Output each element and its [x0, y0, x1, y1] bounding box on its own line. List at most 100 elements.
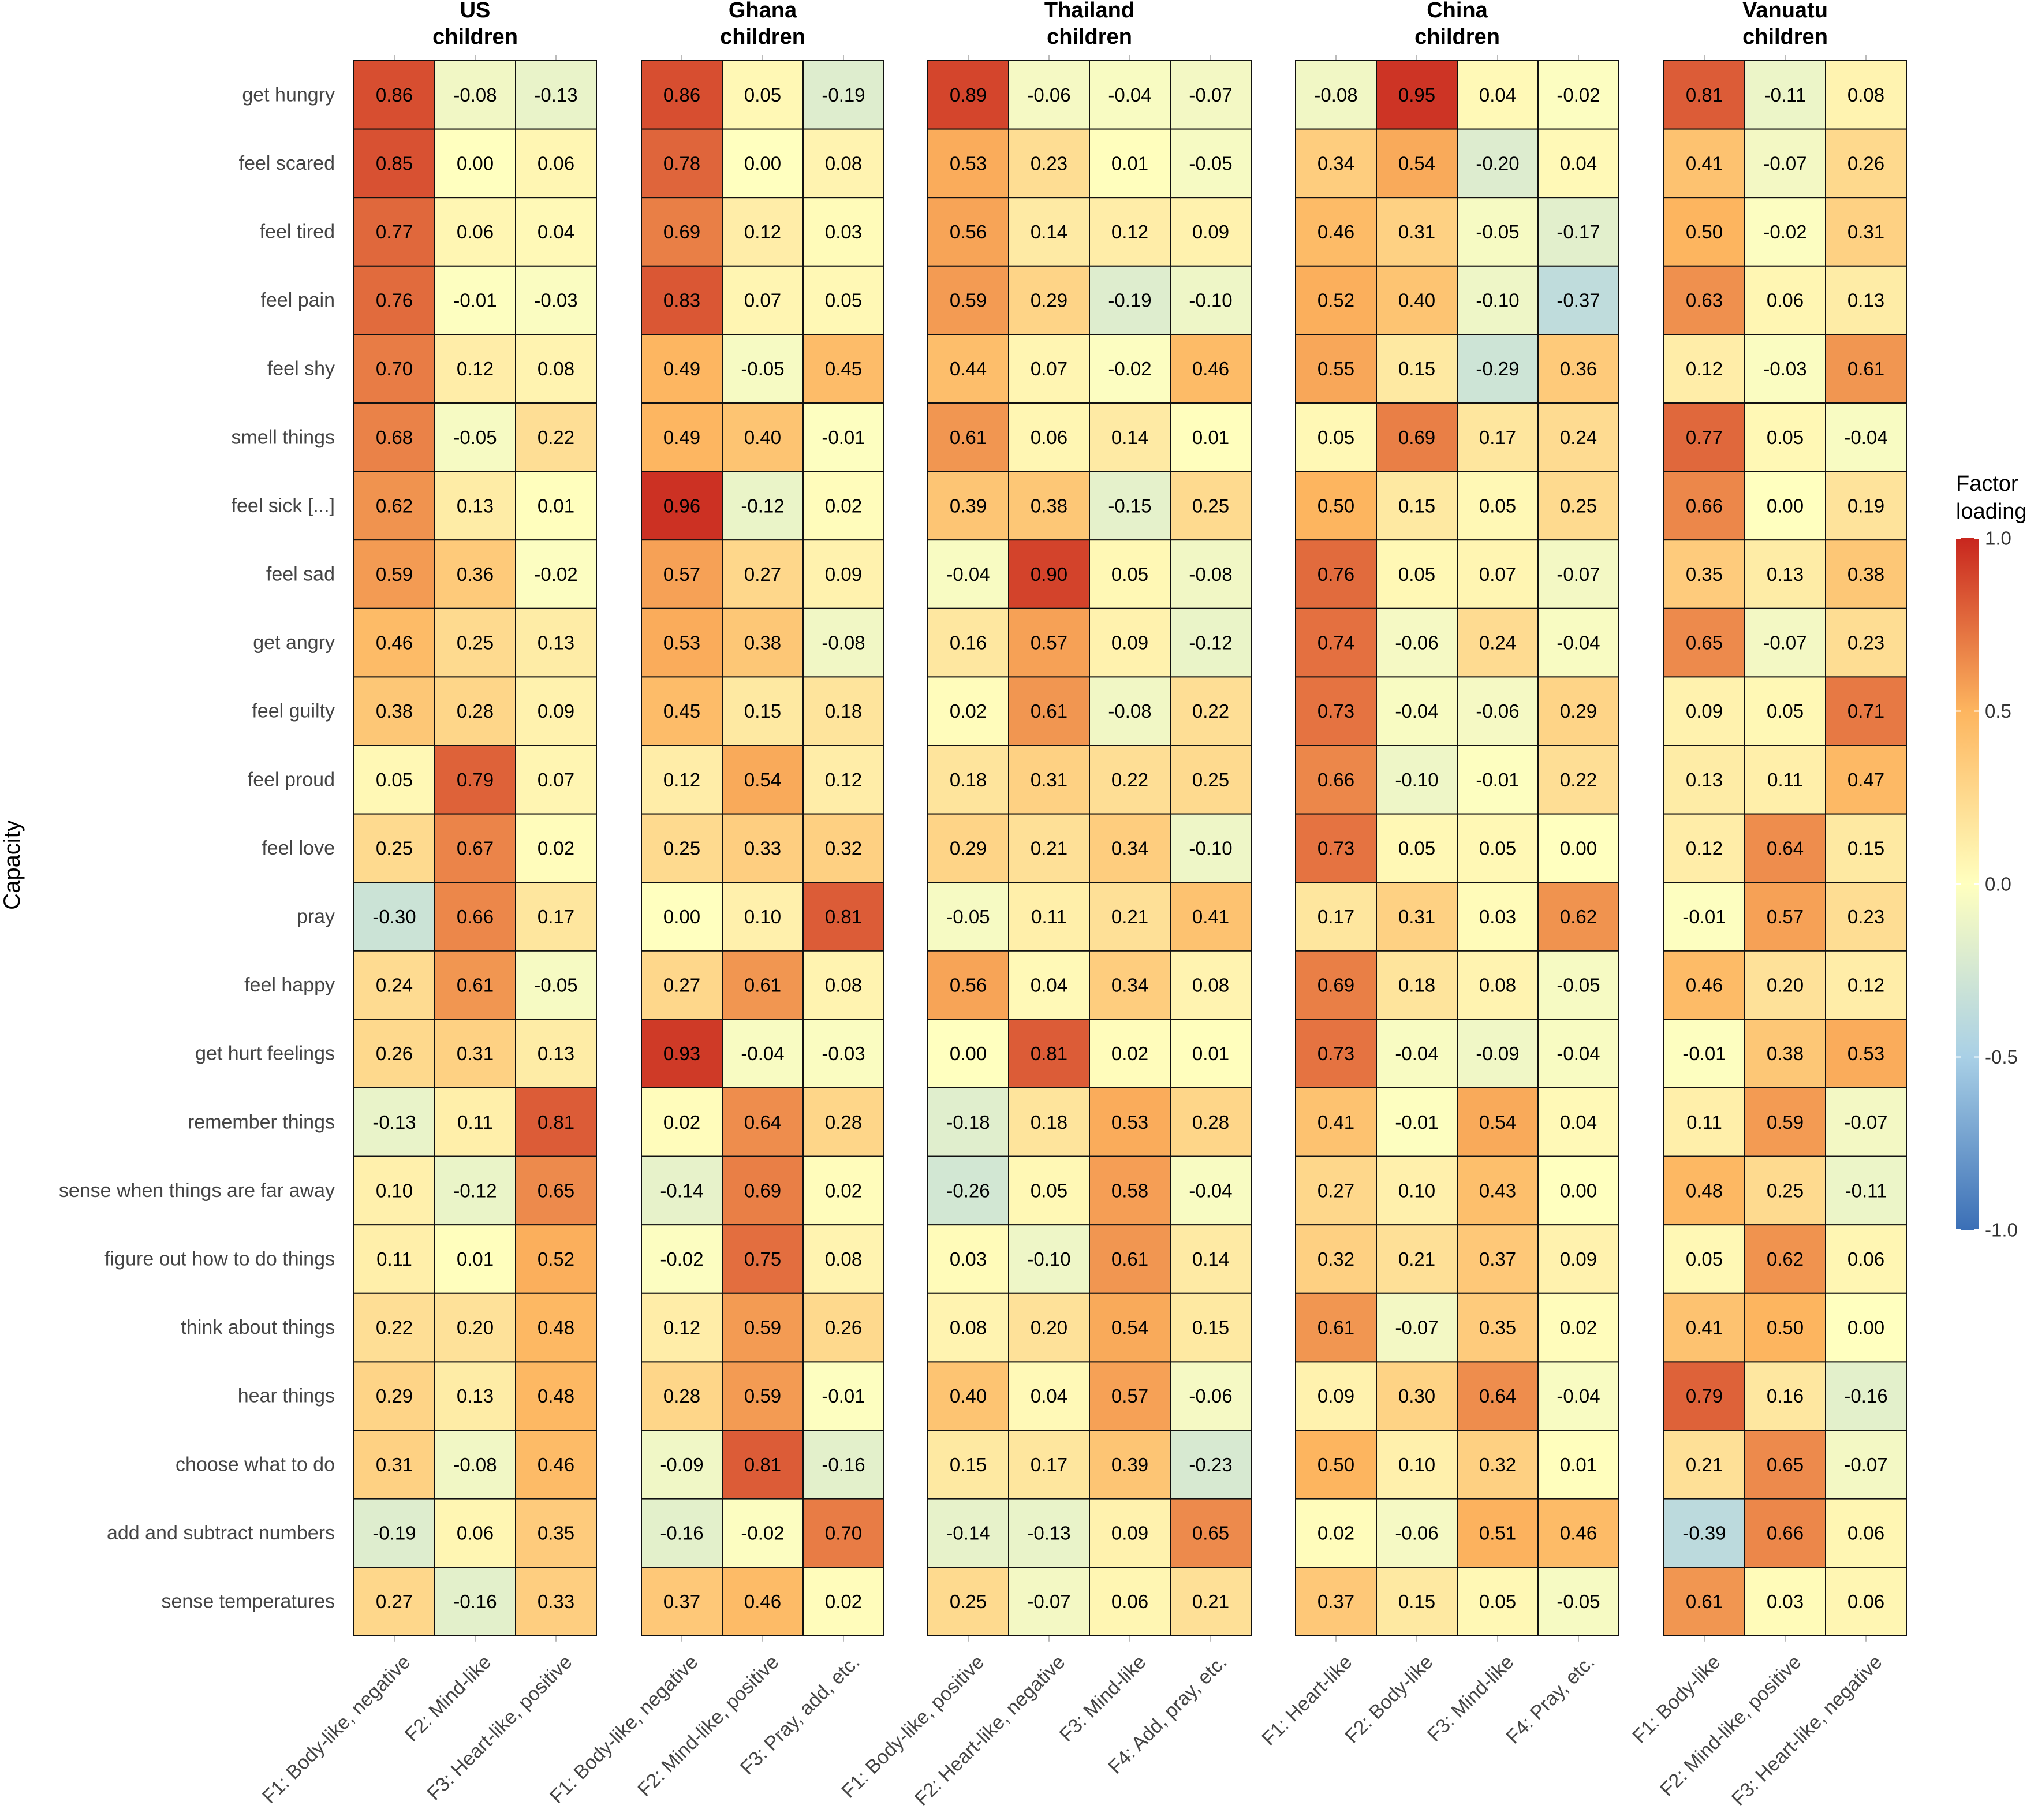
heatmap-cell — [722, 1567, 804, 1636]
cell-value-label: 0.02 — [1317, 1522, 1354, 1543]
heatmap-cell — [1537, 128, 1619, 199]
heatmap-cell — [1744, 128, 1826, 199]
cell-value-label: -0.11 — [1845, 1180, 1887, 1201]
cell-value-label: 0.01 — [1560, 1454, 1597, 1475]
cell-value-label: 0.17 — [1317, 906, 1354, 927]
cell-value-label: 0.17 — [538, 906, 574, 927]
cell-value-label: -0.07 — [1027, 1591, 1070, 1612]
heatmap-cell — [1376, 471, 1458, 541]
cell-value-label: 0.46 — [1686, 975, 1723, 996]
cell-value-label: 0.27 — [1317, 1180, 1354, 1201]
heatmap-cell — [1008, 882, 1090, 952]
cell-value-label: 0.61 — [950, 427, 987, 448]
heatmap-cell — [353, 471, 435, 541]
heatmap-cell — [1170, 334, 1252, 404]
cell-value-label: 0.76 — [1317, 564, 1354, 585]
cell-value-label: 0.21 — [1111, 906, 1148, 927]
cell-value-label: -0.02 — [1763, 221, 1806, 243]
cell-value-label: 0.86 — [376, 84, 413, 106]
heatmap-cell — [927, 197, 1009, 267]
cell-value-label: 0.31 — [1398, 221, 1435, 243]
cell-value-label: 0.22 — [1111, 769, 1148, 790]
cell-value-label: 0.18 — [1398, 975, 1435, 996]
heatmap-cell — [1170, 1292, 1252, 1363]
heatmap-cell — [1170, 676, 1252, 747]
cell-value-label: -0.26 — [946, 1180, 990, 1201]
cell-value-label: 0.06 — [1111, 1591, 1148, 1612]
heatmap-cell — [1170, 950, 1252, 1020]
heatmap-cell — [1295, 676, 1377, 747]
heatmap-cell — [1663, 471, 1745, 541]
cell-value-label: 0.07 — [1479, 564, 1516, 585]
heatmap-cell — [353, 882, 435, 952]
heatmap-cell — [802, 1430, 884, 1500]
cell-value-label: 0.20 — [1767, 975, 1804, 996]
heatmap-cell — [1537, 1224, 1619, 1294]
heatmap-cell — [434, 1361, 516, 1431]
heatmap-cell — [927, 334, 1009, 404]
heatmap-cell — [515, 1567, 597, 1636]
cell-value-label: 0.34 — [1111, 975, 1148, 996]
cell-value-label: 0.01 — [1111, 152, 1148, 174]
cell-value-label: 0.45 — [663, 700, 700, 722]
cell-value-label: 0.05 — [1479, 495, 1516, 516]
cell-value-label: -0.04 — [1557, 1043, 1600, 1064]
heatmap-cell — [722, 676, 804, 747]
cell-value-label: 0.21 — [1398, 1248, 1435, 1270]
cell-value-label: 0.03 — [1479, 906, 1516, 927]
cell-value-label: -0.02 — [741, 1522, 784, 1543]
cell-value-label: 0.07 — [538, 769, 574, 790]
heatmap-cell — [1457, 265, 1539, 335]
cell-value-label: -0.05 — [534, 975, 577, 996]
row-label: get angry — [253, 632, 335, 654]
cell-value-label: 0.34 — [1111, 837, 1148, 859]
cell-value-label: 0.59 — [376, 564, 413, 585]
cell-value-label: -0.08 — [453, 1454, 497, 1475]
row-label: add and subtract numbers — [107, 1522, 335, 1544]
cell-value-label: 0.41 — [1192, 906, 1229, 927]
cell-value-label: -0.17 — [1557, 221, 1600, 243]
cell-value-label: 0.73 — [1317, 700, 1354, 722]
cell-value-label: 0.23 — [1847, 632, 1884, 654]
cell-value-label: 0.25 — [1560, 495, 1597, 516]
heatmap-cell — [353, 1567, 435, 1636]
cell-value-label: 0.74 — [1317, 632, 1354, 654]
cell-value-label: 0.64 — [744, 1112, 781, 1133]
cell-value-label: -0.06 — [1027, 84, 1070, 106]
cell-value-label: 0.34 — [1317, 152, 1354, 174]
heatmap-cell — [1089, 745, 1171, 815]
heatmap-cell — [802, 882, 884, 952]
cell-value-label: 0.40 — [1398, 290, 1435, 311]
heatmap-cell — [641, 1087, 723, 1157]
heatmap-cell — [1295, 1567, 1377, 1636]
heatmap-cell — [1295, 471, 1377, 541]
cell-value-label: 0.53 — [1111, 1112, 1148, 1133]
cell-value-label: -0.03 — [1763, 358, 1806, 379]
cell-value-label: 0.69 — [744, 1180, 781, 1201]
heatmap-cell — [641, 1498, 723, 1568]
heatmap-cell — [722, 128, 804, 199]
heatmap-cell — [1376, 265, 1458, 335]
heatmap-cell — [1825, 197, 1907, 267]
cell-value-label: 0.33 — [744, 837, 781, 859]
heatmap-cell — [927, 882, 1009, 952]
heatmap-cell — [353, 1430, 435, 1500]
heatmap-cell — [722, 882, 804, 952]
heatmap-cell — [802, 1498, 884, 1568]
panel-title: children — [1742, 25, 1828, 49]
heatmap-cell — [927, 1292, 1009, 1363]
cell-value-label: 0.09 — [1111, 632, 1148, 654]
heatmap-cell — [722, 539, 804, 609]
column-label: F1: Body-like, positive — [837, 1651, 988, 1802]
cell-value-label: -0.02 — [1108, 358, 1151, 379]
cell-value-label: 0.15 — [744, 700, 781, 722]
cell-value-label: 0.36 — [457, 564, 494, 585]
heatmap-cell — [1537, 882, 1619, 952]
heatmap-cell — [1537, 1155, 1619, 1226]
row-label: pray — [297, 906, 335, 928]
cell-value-label: 0.04 — [1479, 84, 1516, 106]
cell-value-label: -0.15 — [1108, 495, 1151, 516]
cell-value-label: 0.02 — [1111, 1043, 1148, 1064]
heatmap-cell — [1008, 1430, 1090, 1500]
heatmap-cell — [353, 1224, 435, 1294]
